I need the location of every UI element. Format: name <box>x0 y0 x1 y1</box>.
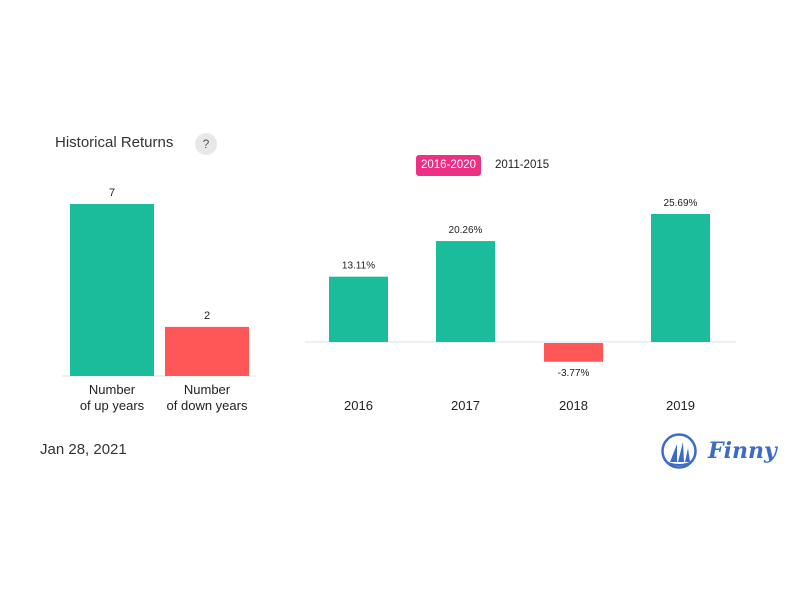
finny-logo[interactable]: Finny <box>660 432 777 472</box>
value-label-2016: 13.11% <box>342 261 375 272</box>
category-label-line: Number <box>184 382 231 397</box>
category-label-up-years: Number of up years <box>80 382 145 413</box>
category-label-2017: 2017 <box>451 398 480 413</box>
value-label-down-years: 2 <box>204 310 210 322</box>
category-label-2019: 2019 <box>666 398 695 413</box>
value-label-2019: 25.69% <box>664 198 698 209</box>
tab-2011-2015[interactable]: 2011-2015 <box>495 159 550 171</box>
category-label-line: of up years <box>80 398 145 413</box>
bar-up-years <box>70 204 154 376</box>
brand-name: Finny <box>708 438 777 464</box>
bar-2018 <box>544 343 603 362</box>
category-label-down-years: Number of down years <box>167 382 248 413</box>
as-of-date: Jan 28, 2021 <box>40 441 127 458</box>
bar-2019 <box>651 214 710 342</box>
tab-2016-2020[interactable]: 2016-2020 <box>416 155 481 176</box>
value-label-2018: -3.77% <box>558 368 590 379</box>
value-label-2017: 20.26% <box>449 225 483 236</box>
bar-down-years <box>165 326 249 376</box>
category-label-line: Number <box>89 382 136 397</box>
value-label-up-years: 7 <box>109 187 115 199</box>
category-label-2018: 2018 <box>559 398 588 413</box>
category-label-line: of down years <box>167 398 248 413</box>
sailboat-icon <box>661 433 697 469</box>
page-title: Historical Returns <box>55 134 174 151</box>
help-icon[interactable]: ? <box>195 133 217 155</box>
category-label-2016: 2016 <box>344 398 373 413</box>
bar-2017 <box>436 241 495 342</box>
bar-2016 <box>329 276 388 342</box>
